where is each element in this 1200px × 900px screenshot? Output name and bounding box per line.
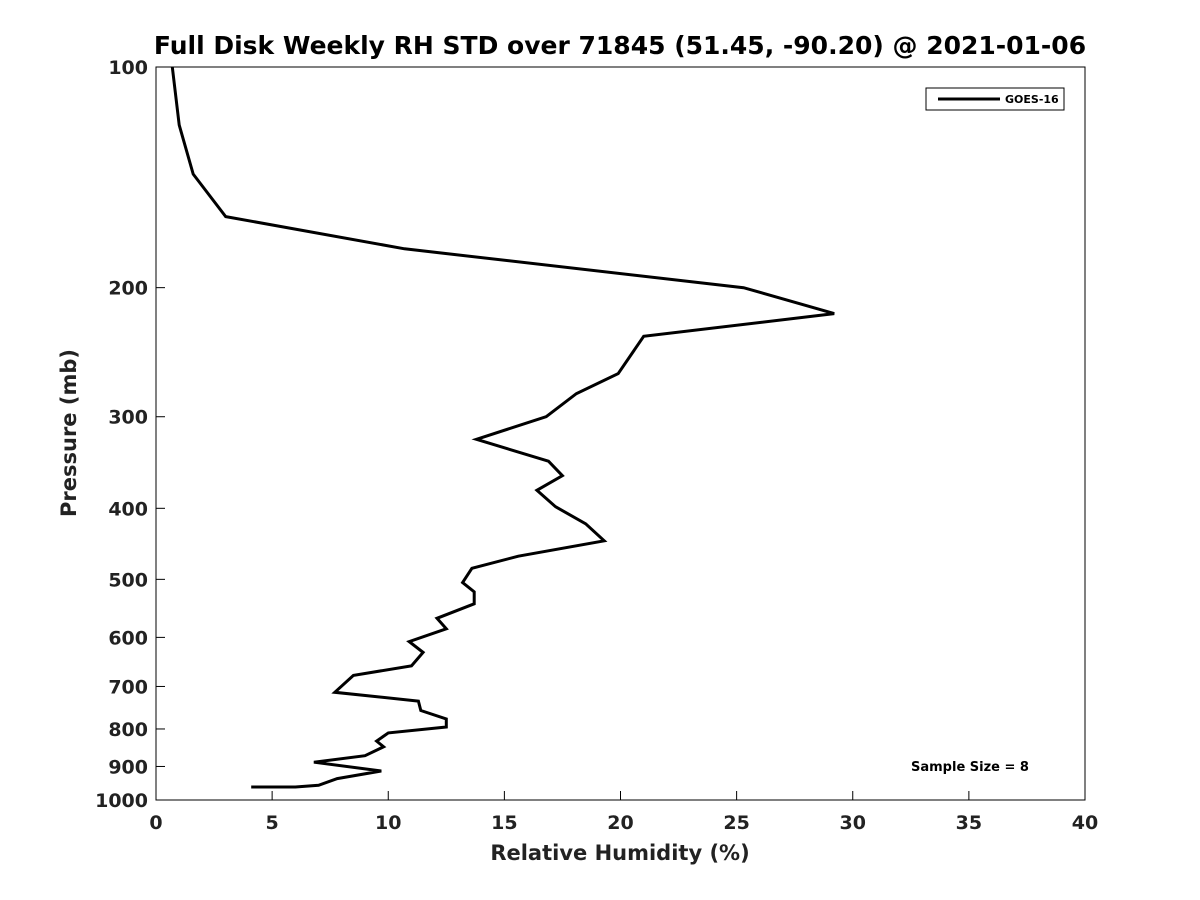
x-tick-label: 15	[491, 812, 517, 834]
legend-label-goes-16: GOES-16	[1005, 93, 1059, 106]
y-tick-label: 300	[108, 407, 148, 429]
x-tick-label: 30	[840, 812, 866, 834]
y-tick-label: 400	[108, 498, 148, 520]
x-tick-label: 40	[1072, 812, 1098, 834]
x-tick-label: 25	[723, 812, 749, 834]
x-tick-label: 20	[607, 812, 633, 834]
x-tick-label: 0	[149, 812, 162, 834]
series-line-goes-16	[170, 66, 835, 789]
chart-title: Full Disk Weekly RH STD over 71845 (51.4…	[154, 31, 1086, 60]
y-tick-label: 600	[108, 627, 148, 649]
y-axis-ticks: 100 200 300 400 500 600 700 800 900 1000	[95, 57, 165, 812]
legend: GOES-16	[925, 87, 1065, 111]
y-axis-label: Pressure (mb)	[57, 349, 81, 517]
y-tick-label: 700	[108, 676, 148, 698]
y-tick-label: 900	[108, 756, 148, 778]
x-tick-label: 35	[956, 812, 982, 834]
y-tick-label: 500	[108, 569, 148, 591]
y-tick-label: 100	[108, 57, 148, 79]
series-group	[170, 66, 835, 789]
axes-frame	[155, 66, 1086, 801]
x-tick-label: 10	[375, 812, 401, 834]
y-tick-label: 1000	[95, 790, 148, 812]
plot-area: 0 5 10 15 20 25 30 35 40 100 200 300 400 500 600 700 80…	[95, 57, 1098, 834]
x-tick-label: 5	[266, 812, 279, 834]
x-axis-ticks: 0 5 10 15 20 25 30 35 40	[149, 791, 1098, 834]
y-tick-label: 200	[108, 278, 148, 300]
sample-size-annotation: Sample Size = 8	[911, 760, 1029, 775]
x-axis-label: Relative Humidity (%)	[490, 841, 749, 865]
y-tick-label: 800	[108, 719, 148, 741]
